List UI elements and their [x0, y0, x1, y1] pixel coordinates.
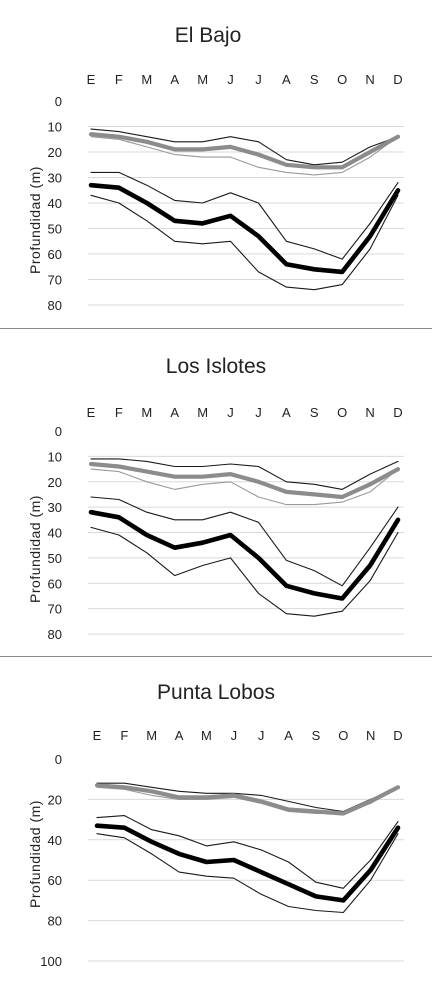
x-tick-label-month: D [393, 728, 402, 743]
y-tick-label: 20 [48, 475, 62, 490]
x-tick-label-month: F [115, 72, 123, 87]
x-tick-label-month: M [146, 728, 157, 743]
x-tick-label-month: M [197, 405, 208, 420]
y-tick-label: 30 [48, 500, 62, 515]
x-tick-label-month: M [141, 405, 152, 420]
series-line-lower-mean [94, 823, 401, 903]
series-line-upper-min [90, 128, 399, 166]
chart-panel-punta-lobos: Punta Lobos Profundidad (m) 0 20 40 60 80 100… [0, 656, 432, 985]
series-line-upper-mean [88, 461, 401, 500]
x-tick-label-month: S [310, 405, 319, 420]
series-line-upper-max [90, 468, 399, 506]
x-tick-label-month: F [115, 405, 123, 420]
y-tick-label: 0 [55, 94, 62, 109]
x-tick-label-month: O [338, 728, 348, 743]
series-line-lower-mean [88, 182, 401, 275]
x-tick-label-month: J [255, 405, 262, 420]
x-tick-label-month: E [93, 728, 102, 743]
y-tick-label: 10 [48, 120, 62, 135]
series-line-lower-max [90, 194, 399, 291]
y-tick-label: 50 [48, 222, 62, 237]
x-tick-label-month: D [393, 72, 402, 87]
y-tick-label: 10 [48, 449, 62, 464]
x-tick-label-month: E [87, 72, 96, 87]
y-tick-label: 20 [48, 792, 62, 807]
y-tick-label: 60 [48, 873, 62, 888]
x-tick-label-month: A [282, 405, 291, 420]
y-tick-label: 50 [48, 551, 62, 566]
chart-panel-los-islotes: Los Islotes Profundidad (m) 0 10 20 30 40 50 6… [0, 328, 432, 656]
y-tick-label: 80 [48, 298, 62, 313]
x-tick-label-month: M [201, 728, 212, 743]
series-line-lower-min [96, 815, 399, 889]
x-tick-label-month: O [337, 405, 347, 420]
y-tick-label: 60 [48, 576, 62, 591]
x-tick-label-month: S [312, 728, 321, 743]
chart-los-islotes: Los Islotes Profundidad (m) 0 10 20 30 40 50 6… [27, 355, 404, 642]
chart-title: El Bajo [175, 24, 242, 47]
x-tick-label-month: J [258, 728, 265, 743]
series-line-upper-mean [94, 783, 401, 816]
series-line-upper-max [90, 136, 399, 176]
chart-title: Punta Lobos [157, 681, 275, 704]
x-tick-label-month: J [231, 728, 238, 743]
x-tick-label-month: A [175, 728, 184, 743]
y-tick-label: 0 [55, 424, 62, 439]
y-tick-label: 40 [48, 526, 62, 541]
series-line-lower-min [90, 171, 399, 260]
y-tick-label: 80 [48, 627, 62, 642]
x-tick-label-month: A [170, 405, 179, 420]
y-tick-label: 20 [48, 145, 62, 160]
x-tick-label-month: J [227, 405, 234, 420]
y-tick-label: 40 [48, 833, 62, 848]
x-tick-label-month: F [120, 728, 128, 743]
x-tick-label-month: N [365, 72, 374, 87]
x-tick-label-month: M [141, 72, 152, 87]
x-tick-label-month: J [255, 72, 262, 87]
y-axis-label: Profundidad (m) [27, 166, 43, 274]
x-tick-label-month: E [87, 405, 96, 420]
series-line-upper-mean [88, 132, 401, 170]
y-tick-label: 70 [48, 273, 62, 288]
chart-el-bajo: El Bajo Profundidad (m) 0 10 20 30 40 50 60 70 8… [27, 24, 404, 313]
x-tick-label-month: M [197, 72, 208, 87]
y-axis-label: Profundidad (m) [27, 495, 43, 603]
series-line-lower-mean [88, 509, 401, 601]
series-line-lower-max [90, 526, 399, 617]
x-tick-label-month: N [365, 405, 374, 420]
y-tick-label: 40 [48, 196, 62, 211]
x-tick-label-month: A [282, 72, 291, 87]
chart-panel-el-bajo: El Bajo Profundidad (m) 0 10 20 30 40 50 60 70 8… [0, 0, 432, 328]
x-tick-label-month: D [393, 405, 402, 420]
y-tick-label: 70 [48, 602, 62, 617]
x-tick-label-month: A [284, 728, 293, 743]
x-tick-label-month: J [227, 72, 234, 87]
x-tick-label-month: S [310, 72, 319, 87]
y-tick-label: 60 [48, 247, 62, 262]
series-line-lower-min [90, 496, 399, 587]
y-tick-label: 0 [55, 752, 62, 767]
y-tick-label: 100 [40, 954, 62, 969]
y-axis-label: Profundidad (m) [27, 800, 43, 908]
chart-punta-lobos: Punta Lobos Profundidad (m) 0 20 40 60 80 100… [27, 681, 404, 969]
series-line-upper-min [90, 458, 399, 490]
series-line-lower-max [96, 833, 399, 914]
y-tick-label: 30 [48, 171, 62, 186]
chart-title: Los Islotes [166, 355, 266, 378]
x-tick-label-month: A [170, 72, 179, 87]
y-tick-label: 80 [48, 914, 62, 929]
x-tick-label-month: N [366, 728, 375, 743]
x-tick-label-month: O [337, 72, 347, 87]
